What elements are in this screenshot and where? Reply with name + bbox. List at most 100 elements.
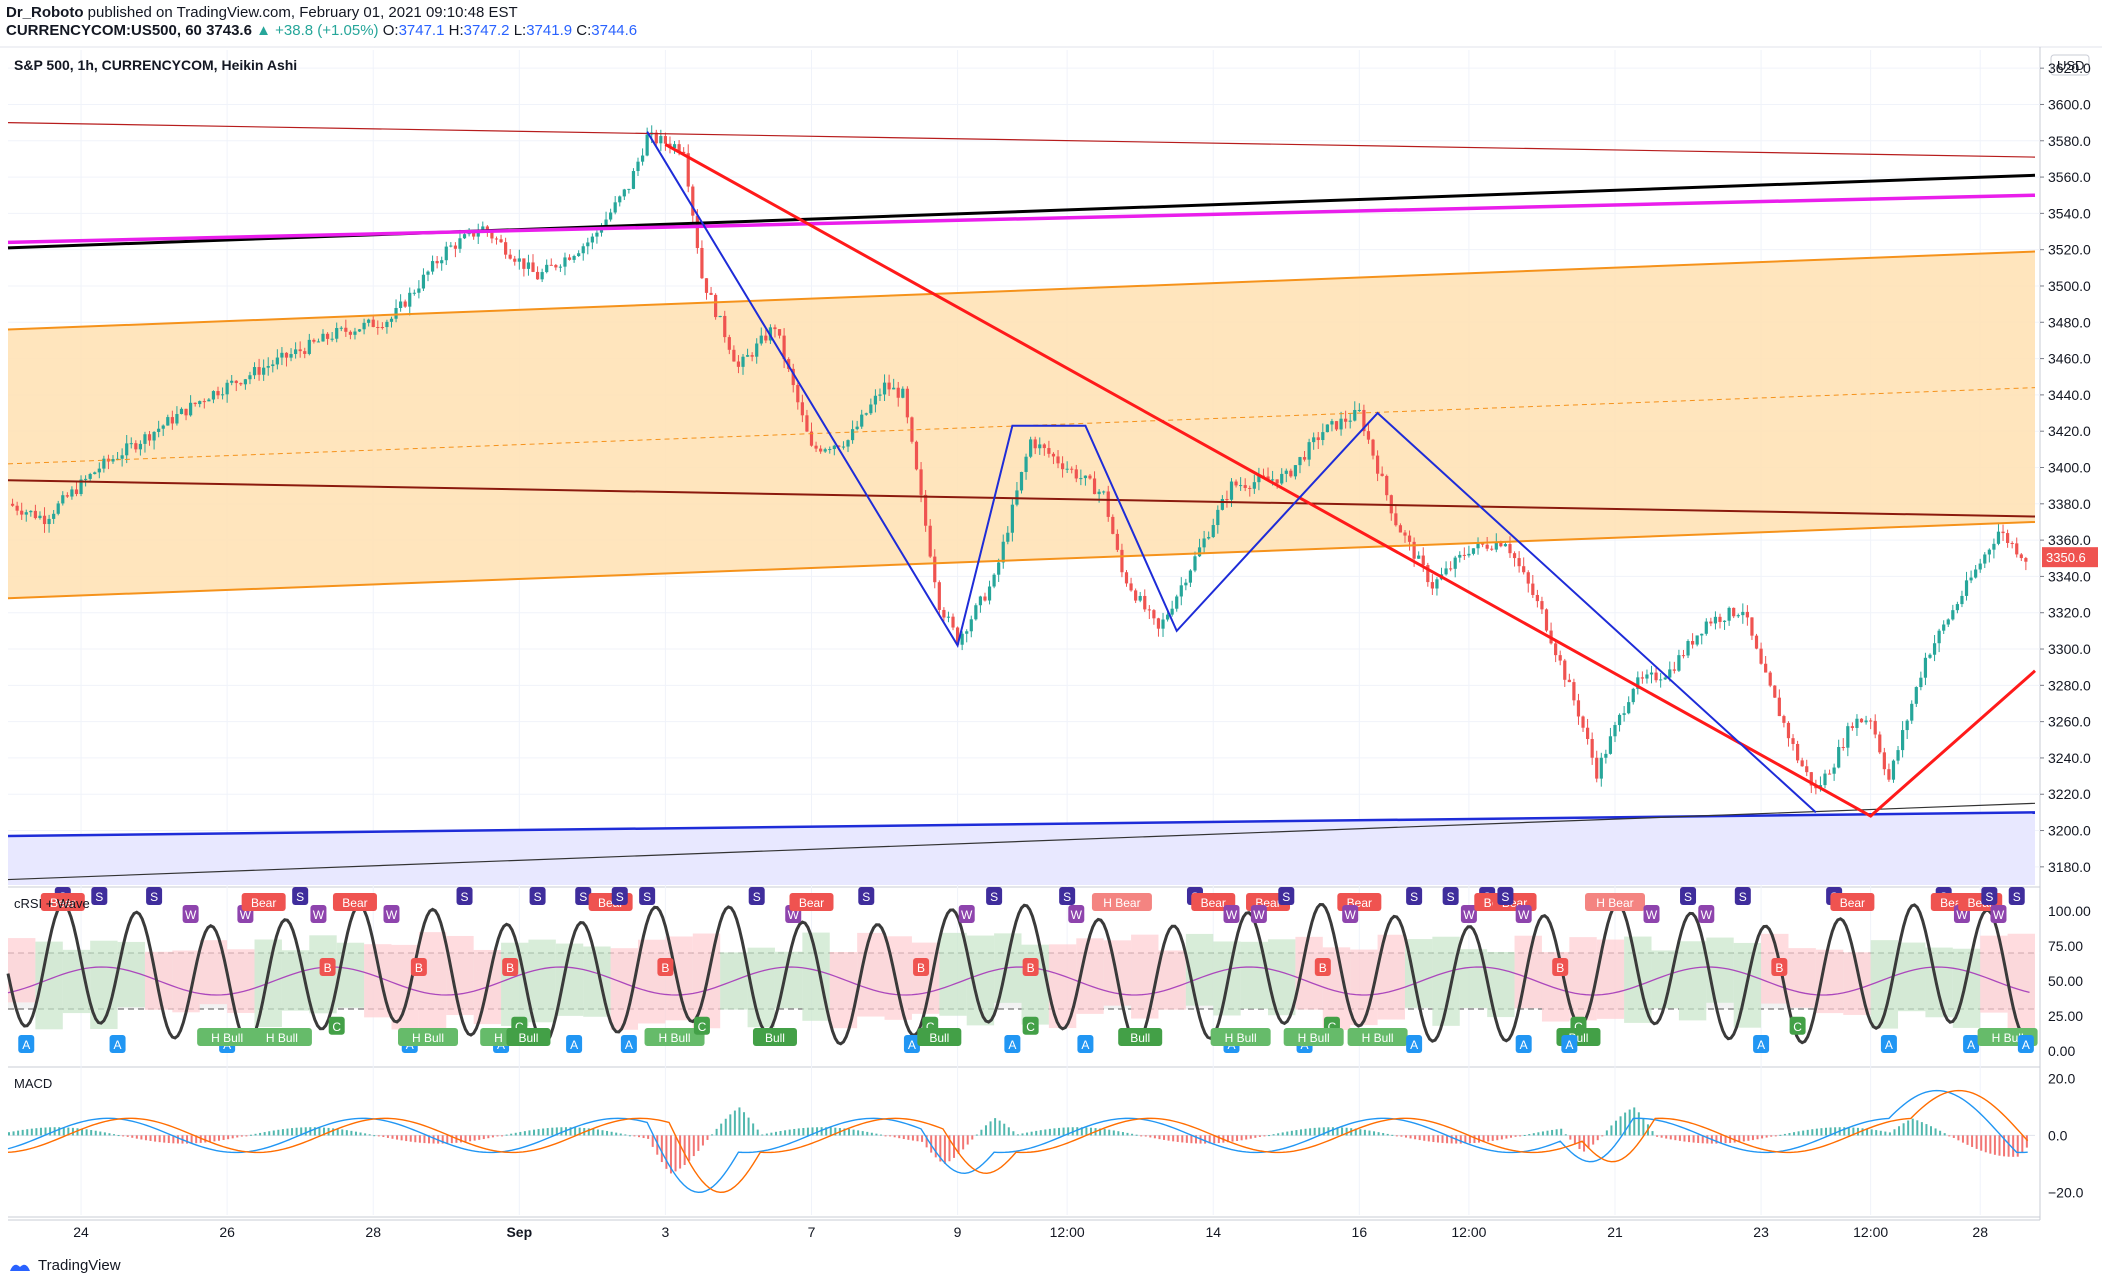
candle-body (1467, 553, 1471, 556)
macd-hist-bar (519, 1131, 522, 1136)
candle-body (704, 278, 709, 293)
macd-hist-bar (1592, 1135, 1595, 1145)
candle-body (1595, 757, 1599, 779)
signal-label-b: B (1314, 958, 1331, 976)
macd-hist-bar (391, 1135, 394, 1139)
price-tick-label: 3180.0 (2048, 859, 2091, 875)
candle-body (102, 458, 106, 469)
signal-label-b: B (502, 958, 519, 976)
signal-label-a: A (109, 1035, 126, 1053)
signal-label-bg (410, 958, 427, 976)
crsi-line (6, 902, 2027, 1046)
signal-label-text: W (1071, 908, 1083, 922)
macd-hist-bar (1688, 1135, 1691, 1143)
macd-hist-bar (117, 1135, 120, 1137)
candle-body (535, 271, 540, 280)
macd-hist-bar (642, 1135, 645, 1139)
candle-body (1882, 752, 1886, 770)
signal-label-text: S (1410, 890, 1418, 904)
macd-hist-bar (272, 1130, 275, 1136)
macd-hist-bar (208, 1135, 211, 1142)
macd-hist-bar (373, 1135, 376, 1137)
macd-hist-bar (364, 1133, 367, 1136)
candle-body (166, 417, 170, 426)
macd-hist-bar (1966, 1135, 1969, 1145)
signal-label-bg (1250, 905, 1267, 923)
publish-text: published on TradingView.com, February 0… (87, 4, 518, 21)
macd-hist-bar (1555, 1129, 1558, 1136)
signal-label-b: B (657, 958, 674, 976)
wave-cloud-segment (1268, 939, 1296, 1016)
author-name[interactable]: Dr_Roboto (6, 4, 84, 21)
wave-cloud-segment (1788, 948, 1816, 1008)
macd-hist-bar (85, 1129, 88, 1136)
candle-body (1855, 718, 1859, 728)
signal-label-bg (917, 1028, 962, 1046)
macd-hist-bar (1053, 1128, 1056, 1136)
tradingview-brand[interactable]: TradingView (38, 1257, 121, 1274)
macd-hist-bar (1866, 1128, 1869, 1136)
macd-hist-bar (1601, 1135, 1604, 1137)
signal-label-a: A (903, 1035, 920, 1053)
candle-body (129, 443, 133, 445)
candle-body (1581, 716, 1585, 728)
signal-label-text: C (1574, 1020, 1583, 1034)
candle-body (298, 349, 302, 352)
macd-hist-bar (450, 1135, 453, 1144)
macd-hist-bar (1779, 1134, 1782, 1136)
signal-label-s: S (1981, 887, 1998, 905)
macd-hist-bar (1012, 1131, 1015, 1136)
macd-hist-bar (729, 1114, 732, 1136)
trendline-dark-red-mid (7, 479, 2036, 518)
signal-label-bg (1059, 887, 1076, 905)
signal-label-text: S (862, 890, 870, 904)
candle-body (1380, 473, 1384, 476)
macd-hist-bar (1163, 1135, 1166, 1140)
candle-body (239, 383, 243, 385)
candle-body (1407, 535, 1412, 542)
candle-body (61, 495, 65, 504)
candle-body (718, 315, 722, 318)
candle-body (1864, 720, 1868, 723)
macd-hist-bar (99, 1131, 102, 1136)
signal-label-s: S (1680, 887, 1697, 905)
macd-hist-bar (528, 1130, 531, 1136)
signal-label-h-bull: H Bull (644, 1028, 705, 1046)
candle-body (714, 294, 718, 318)
candle-body (540, 272, 544, 280)
macd-hist-bar (1236, 1135, 1239, 1141)
candle-body (1202, 538, 1206, 548)
signal-label-text: Bear (50, 896, 75, 910)
macd-hist-bar (21, 1129, 24, 1136)
candle-body (449, 245, 453, 247)
macd-hist-bar (418, 1135, 421, 1143)
candle-body (339, 327, 343, 329)
signal-label-text: A (2022, 1038, 2030, 1052)
macd-hist-bar (546, 1128, 549, 1136)
macd-hist-bar (1870, 1129, 1873, 1136)
candle-body (403, 301, 407, 307)
candle-body (97, 468, 101, 473)
candle-body (1485, 544, 1489, 549)
macd-hist-bar (140, 1135, 143, 1140)
macd-hist-bar (199, 1135, 202, 1143)
macd-title: MACD (14, 1076, 52, 1091)
candle-body (1394, 513, 1398, 526)
macd-hist-bar (1605, 1130, 1608, 1136)
wave-cloud-segment (1706, 937, 1734, 1003)
macd-hist-bar (382, 1135, 385, 1138)
candle-body (10, 503, 15, 506)
candle-body (599, 228, 604, 233)
signal-label-bull: Bull (506, 1028, 551, 1046)
signal-label-text: S (1739, 890, 1747, 904)
candle-body (567, 257, 572, 260)
candle-body (1184, 582, 1188, 586)
candle-body (1659, 679, 1663, 681)
trendline-magenta (7, 193, 2036, 245)
macd-hist-bar (2003, 1135, 2006, 1157)
candle-body (316, 341, 321, 343)
signal-label-bg (752, 1028, 797, 1046)
candle-body (686, 153, 690, 187)
